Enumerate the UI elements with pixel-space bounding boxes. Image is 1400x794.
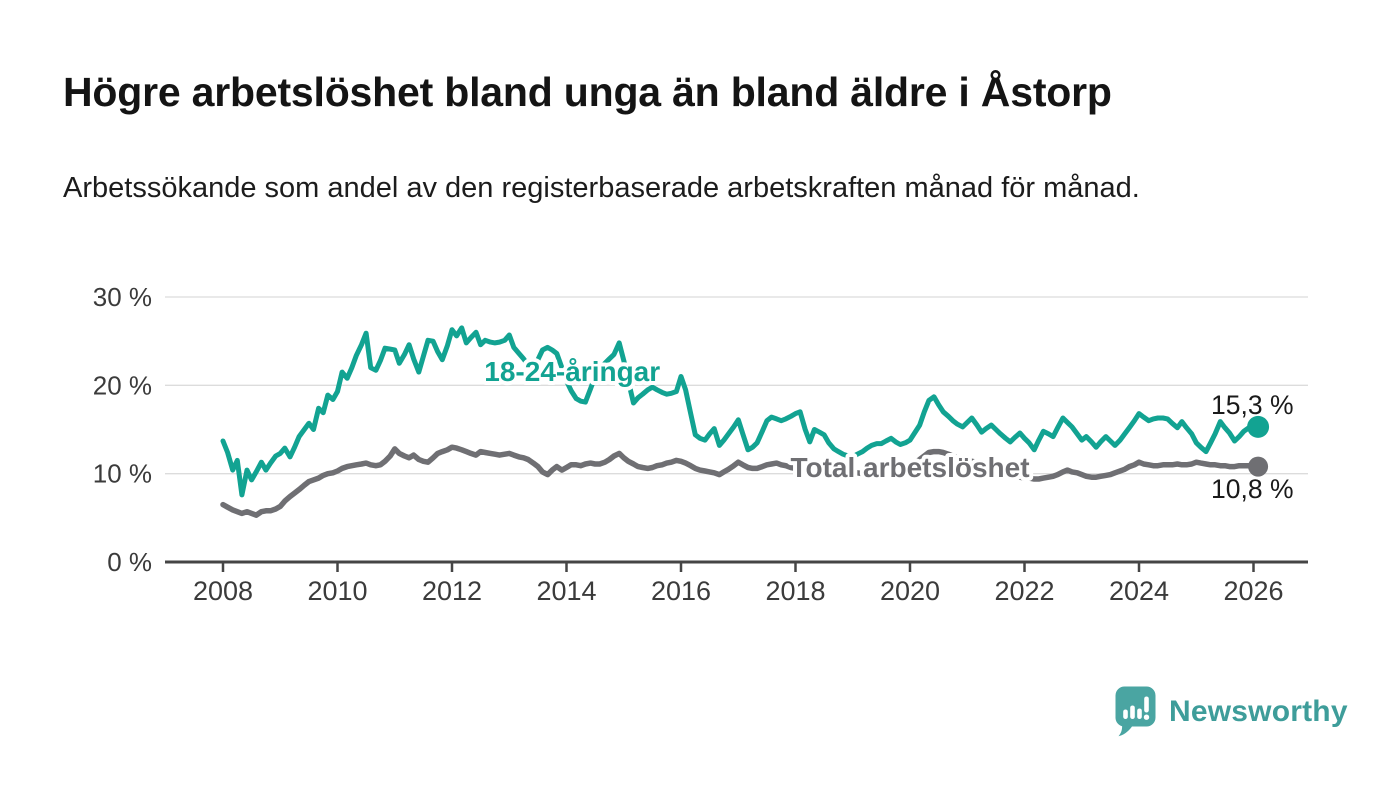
x-tick-label: 2008 [193,576,253,606]
x-tick-label: 2010 [307,576,367,606]
x-tick-label: 2022 [994,576,1054,606]
y-tick-label: 0 % [107,547,152,577]
series-end-dot-1 [1247,415,1270,438]
series-line-0 [220,444,1261,518]
y-tick-label: 20 % [93,370,152,400]
series-line-1 [220,325,1261,498]
newsworthy-bubble-chart-icon [1115,686,1156,737]
x-tick-label: 2014 [536,576,596,606]
y-tick-label: 30 % [93,282,152,312]
page-title: Högre arbetslöshet bland unga än bland ä… [63,69,1112,115]
x-tick-label: 2012 [422,576,482,606]
series-end-label-1: 15,3 % [1211,390,1294,420]
chart-subtitle: Arbetssökande som andel av den registerb… [63,172,1140,204]
series-end-label-0: 10,8 % [1211,474,1294,504]
series-end-dot-0 [1248,456,1269,477]
y-tick-label: 10 % [93,459,152,489]
series-label-1: 18-24-åringar [484,356,660,387]
newsworthy-logo: Newsworthy [1115,686,1348,737]
x-tick-label: 2018 [765,576,825,606]
x-tick-label: 2026 [1223,576,1283,606]
header: Högre arbetslöshet bland unga än bland ä… [63,69,1343,115]
x-tick-label: 2020 [880,576,940,606]
x-tick-label: 2024 [1109,576,1169,606]
newsworthy-wordmark: Newsworthy [1169,694,1348,728]
x-tick-label: 2016 [651,576,711,606]
series-label-0: Total arbetslöshet [790,452,1029,483]
